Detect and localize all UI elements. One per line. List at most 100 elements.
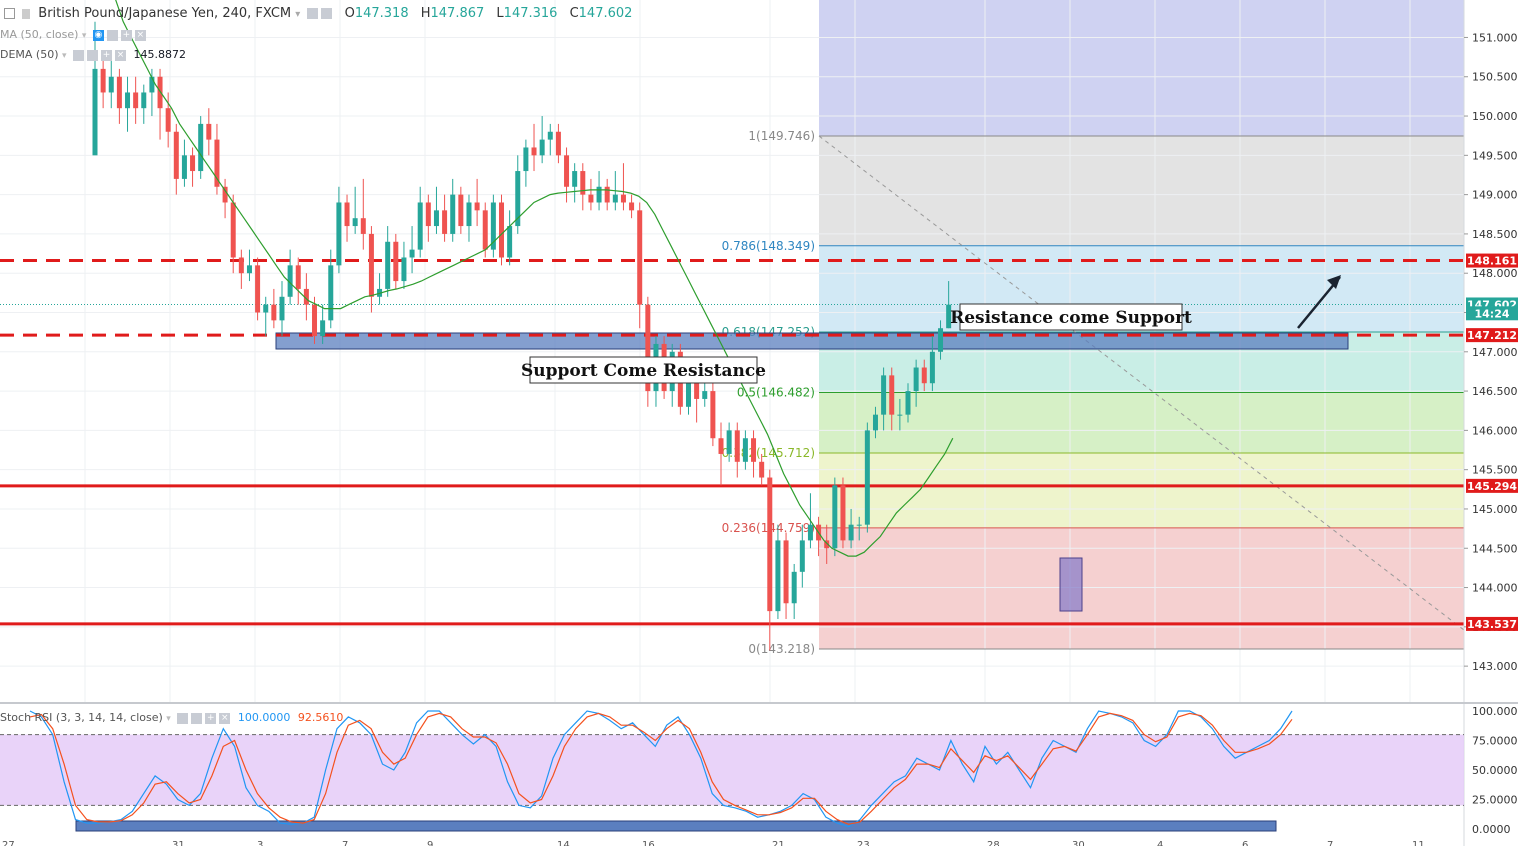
candle-body-84 — [775, 540, 781, 612]
candle-body-33 — [360, 218, 366, 234]
ma-indicator-label[interactable]: MA (50, close) — [0, 28, 79, 41]
time-tick-label-12: 6 — [1242, 840, 1248, 846]
chevron-down-icon[interactable]: ▾ — [166, 714, 171, 724]
close-label: C — [569, 6, 579, 21]
settings-icon[interactable] — [191, 712, 203, 724]
stoch-tick-label-2: 50.0000 — [1472, 764, 1518, 777]
candle-body-75 — [702, 391, 708, 399]
stoch-k-value: 100.0000 — [237, 711, 291, 724]
candle-body-82 — [759, 461, 765, 478]
candle-body-48 — [482, 210, 488, 250]
eye-icon[interactable]: ◉ — [92, 29, 104, 41]
candle-body-101 — [913, 367, 919, 392]
symbol-title[interactable]: British Pound/Japanese Yen, 240, FXCM — [38, 6, 292, 21]
plus-icon[interactable]: + — [101, 49, 113, 61]
plus-icon[interactable]: + — [205, 712, 217, 724]
eye-icon[interactable] — [177, 712, 189, 724]
price-tick-label-10: 148.000 — [1472, 267, 1518, 280]
candle-body-40 — [417, 202, 423, 250]
low-label: L — [496, 6, 504, 21]
plus-icon[interactable]: + — [120, 29, 132, 41]
candle-body-100 — [905, 391, 911, 415]
price-tick-label-4: 145.000 — [1472, 503, 1518, 516]
candle-body-47 — [474, 202, 480, 211]
candle-body-102 — [921, 367, 927, 384]
fib-zone-1 — [819, 136, 1464, 246]
eye-icon[interactable] — [73, 49, 85, 61]
price-tick-label-5: 145.500 — [1472, 464, 1518, 477]
ma-indicator-row[interactable]: MA (50, close) ▾ ◉ + × — [0, 28, 146, 41]
fib-zone-6 — [819, 527, 1464, 649]
stoch-tick-label-1: 75.0000 — [1472, 735, 1518, 748]
candle-body-10 — [173, 131, 179, 179]
fib-level-label-0: 1(149.746) — [748, 129, 815, 143]
candle-body-8 — [157, 76, 163, 109]
candle-body-59 — [572, 171, 578, 187]
candle-body-2 — [108, 76, 114, 93]
time-tick-label-2: 3 — [257, 840, 263, 846]
candle-body-53 — [523, 147, 529, 172]
candle-body-55 — [539, 139, 545, 156]
time-tick-label-8: 23 — [857, 840, 870, 846]
candle-body-68 — [645, 304, 651, 392]
candle-body-9 — [165, 108, 171, 132]
candle-body-64 — [612, 194, 618, 203]
candle-body-4 — [125, 92, 131, 109]
close-icon[interactable]: × — [219, 712, 231, 724]
candle-body-27 — [312, 304, 318, 337]
time-tick-label-0: 27 — [2, 840, 15, 846]
annotation-box-0 — [959, 303, 1183, 331]
candle-body-37 — [393, 241, 399, 282]
candle-body-52 — [515, 171, 521, 227]
candle-body-85 — [783, 540, 789, 604]
candle-body-104 — [938, 328, 944, 352]
more-icon[interactable] — [321, 8, 333, 19]
candle-body-58 — [564, 155, 570, 187]
stoch-indicator-row[interactable]: Stoch RSI (3, 3, 14, 14, close) ▾ + × 100… — [0, 711, 343, 724]
settings-icon[interactable] — [106, 29, 118, 41]
chevron-down-icon[interactable]: ▾ — [81, 31, 87, 41]
close-icon[interactable]: × — [115, 49, 127, 61]
chevron-down-icon[interactable]: ▾ — [62, 51, 67, 61]
dema-indicator-row[interactable]: DEMA (50) ▾ + × 145.8872 — [0, 48, 186, 61]
open-label: O — [344, 6, 355, 21]
dema-indicator-label[interactable]: DEMA (50) — [0, 48, 59, 61]
price-badge-4 — [1466, 478, 1518, 493]
settings-icon[interactable] — [307, 8, 319, 19]
time-tick-label-3: 7 — [342, 840, 348, 846]
candle-body-103 — [929, 351, 935, 384]
time-tick-label-7: 21 — [772, 840, 785, 846]
fib-zone-5 — [819, 453, 1464, 528]
stoch-indicator-label[interactable]: Stoch RSI (3, 3, 14, 14, close) — [0, 711, 163, 724]
candle-body-54 — [531, 147, 537, 156]
candle-body-88 — [807, 524, 813, 541]
candle-body-24 — [287, 265, 293, 297]
price-tick-label-6: 146.000 — [1472, 424, 1518, 437]
high-label: H — [420, 6, 431, 21]
candle-body-74 — [694, 383, 700, 399]
collapse-icon[interactable] — [4, 8, 15, 19]
candle-body-99 — [897, 414, 903, 416]
stoch-k-line — [29, 710, 1293, 828]
stoch-tick-label-4: 0.0000 — [1472, 823, 1511, 836]
settings-icon[interactable] — [87, 49, 99, 61]
fib-zone-4 — [819, 392, 1464, 454]
price-badge-2 — [1466, 306, 1518, 321]
price-tick-label-0: 143.000 — [1472, 660, 1518, 673]
chevron-down-icon[interactable]: ▾ — [295, 9, 301, 20]
candle-body-23 — [279, 296, 285, 321]
candle-body-13 — [198, 123, 204, 172]
candle-body-43 — [442, 210, 448, 234]
candle-body-15 — [214, 139, 220, 187]
annotation-text-1: Support Come Resistance — [521, 361, 766, 381]
candle-body-21 — [263, 304, 269, 313]
time-tick-label-10: 30 — [1072, 840, 1085, 846]
close-icon[interactable]: × — [134, 29, 146, 41]
time-tick-label-9: 28 — [987, 840, 1000, 846]
time-tick-label-4: 9 — [427, 840, 433, 846]
candle-body-91 — [832, 485, 838, 549]
candle-body-62 — [596, 186, 602, 203]
stoch-band — [0, 734, 1464, 806]
candle-body-7 — [149, 76, 155, 93]
